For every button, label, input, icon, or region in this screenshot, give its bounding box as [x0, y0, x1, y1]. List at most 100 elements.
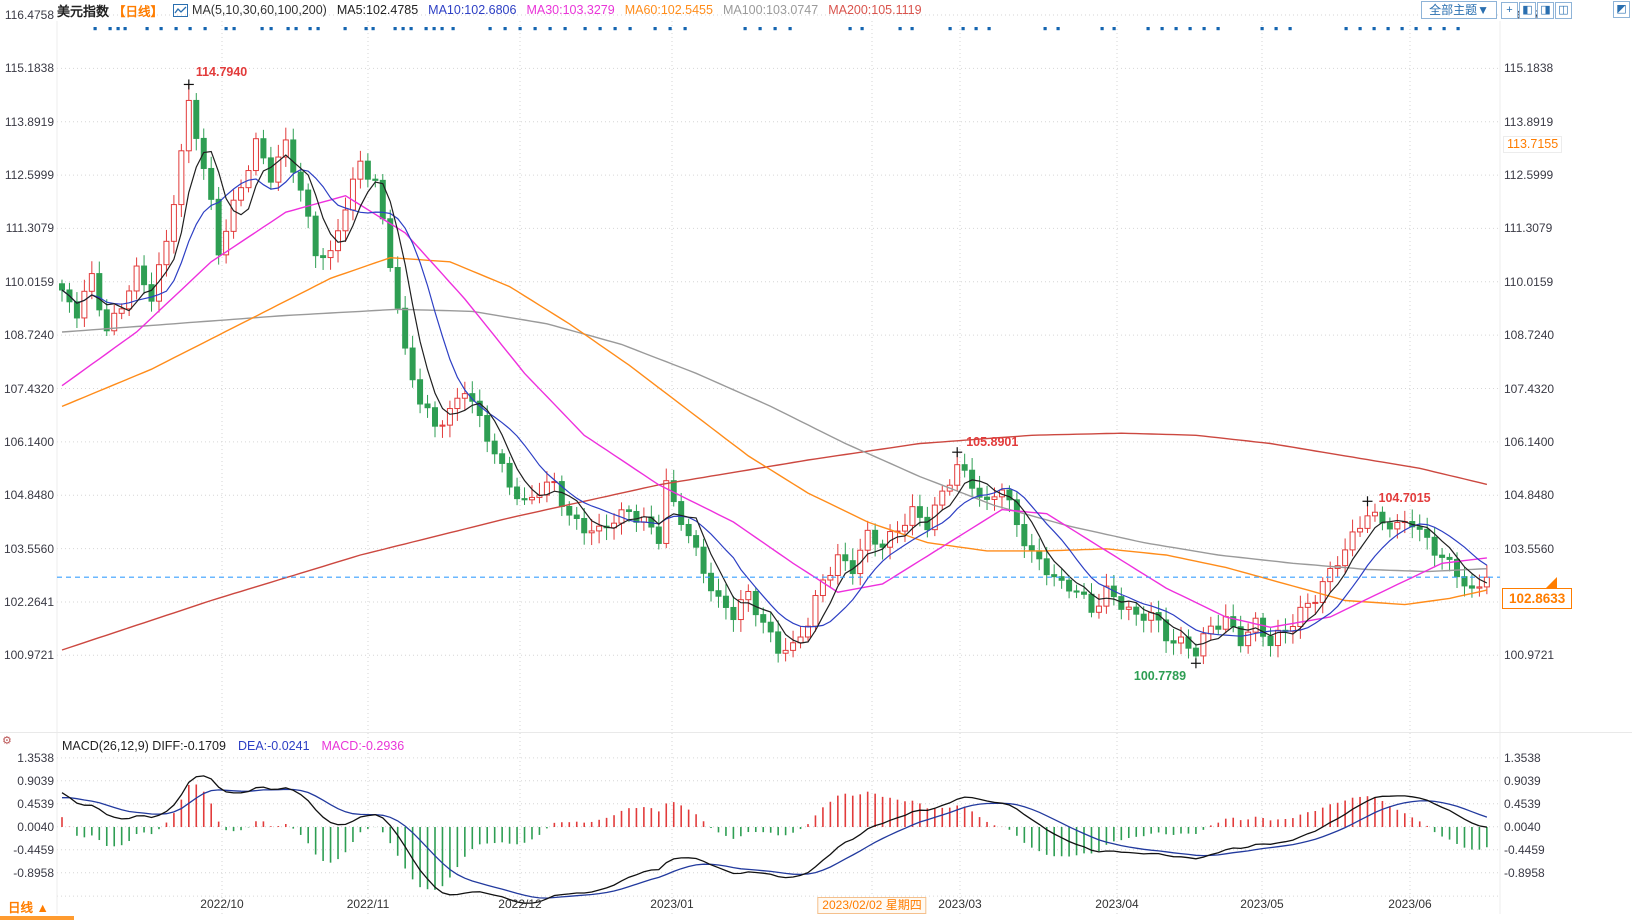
event-marker-dot[interactable]	[788, 27, 792, 31]
date-label: 2023/01	[650, 897, 694, 911]
event-marker-dot[interactable]	[1056, 27, 1060, 31]
event-marker-dot[interactable]	[773, 27, 777, 31]
macd-axis-label: -0.8958	[1504, 865, 1545, 880]
event-marker-dot[interactable]	[108, 27, 112, 31]
event-marker-dot[interactable]	[548, 27, 552, 31]
event-marker-dot[interactable]	[987, 27, 991, 31]
event-marker-dot[interactable]	[440, 27, 444, 31]
event-marker-dot[interactable]	[1428, 27, 1432, 31]
event-marker-dot[interactable]	[308, 27, 312, 31]
date-label: 2023/02/02 星期四	[817, 897, 927, 914]
event-marker-dot[interactable]	[848, 27, 852, 31]
event-marker-dot[interactable]	[518, 27, 522, 31]
dea-line	[61, 788, 1488, 899]
event-marker-dot[interactable]	[860, 27, 864, 31]
pane-right-icon[interactable]: ◨	[1537, 1, 1554, 19]
event-marker-dot[interactable]	[409, 27, 413, 31]
event-marker-dot[interactable]	[371, 27, 375, 31]
event-marker-dot[interactable]	[628, 27, 632, 31]
pane-split-icon[interactable]: ◫	[1555, 1, 1572, 19]
event-marker-dot[interactable]	[203, 27, 207, 31]
event-marker-dot[interactable]	[1146, 27, 1150, 31]
event-marker-dot[interactable]	[743, 27, 747, 31]
event-marker-dot[interactable]	[974, 27, 978, 31]
event-marker-dot[interactable]	[232, 27, 236, 31]
event-marker-dot[interactable]	[1372, 27, 1376, 31]
event-marker-dot[interactable]	[451, 27, 455, 31]
event-marker-dot[interactable]	[683, 27, 687, 31]
event-marker-dot[interactable]	[668, 27, 672, 31]
event-marker-dot[interactable]	[393, 27, 397, 31]
event-marker-dot[interactable]	[1456, 27, 1460, 31]
period-selector[interactable]: 日线 ▲	[8, 897, 49, 916]
chart-header: 美元指数 【日线】 MA(5,10,30,60,100,200) MA5:102…	[57, 1, 932, 19]
event-marker-dot[interactable]	[174, 27, 178, 31]
event-marker-dot[interactable]	[269, 27, 273, 31]
event-marker-dot[interactable]	[401, 27, 405, 31]
event-marker-dot[interactable]	[910, 27, 914, 31]
event-marker-dot[interactable]	[533, 27, 537, 31]
event-marker-dot[interactable]	[188, 27, 192, 31]
event-marker-dot[interactable]	[1386, 27, 1390, 31]
event-marker-dot[interactable]	[1188, 27, 1192, 31]
event-marker-dot[interactable]	[1260, 27, 1264, 31]
event-marker-dot[interactable]	[224, 27, 228, 31]
event-marker-dot[interactable]	[583, 27, 587, 31]
event-marker-dot[interactable]	[1043, 27, 1047, 31]
price-axis-label: 110.0159	[4, 274, 54, 289]
theme-select-button[interactable]: 全部主题▼	[1421, 1, 1497, 19]
event-marker-dot[interactable]	[1344, 27, 1348, 31]
price-axis-label: 111.3079	[1504, 221, 1553, 236]
event-marker-dot[interactable]	[948, 27, 952, 31]
event-marker-dot[interactable]	[503, 27, 507, 31]
event-marker-dot[interactable]	[961, 27, 965, 31]
event-marker-dot[interactable]	[1400, 27, 1404, 31]
event-marker-dot[interactable]	[116, 27, 120, 31]
event-marker-dot[interactable]	[145, 27, 149, 31]
event-marker-dot[interactable]	[93, 27, 97, 31]
crosshair-icon[interactable]: +	[1501, 1, 1518, 19]
collapse-panel-icon[interactable]: ◩	[1613, 1, 1630, 18]
event-marker-dot[interactable]	[1216, 27, 1220, 31]
ma-value-label: MA30:103.3279	[526, 3, 615, 17]
event-marker-dot[interactable]	[1358, 27, 1362, 31]
event-marker-dot[interactable]	[1174, 27, 1178, 31]
event-marker-dot[interactable]	[424, 27, 428, 31]
event-marker-dot[interactable]	[1202, 27, 1206, 31]
ma10-line	[61, 168, 1488, 637]
event-marker-dot[interactable]	[159, 27, 163, 31]
pane-left-icon[interactable]: ◧	[1519, 1, 1536, 19]
event-marker-dot[interactable]	[613, 27, 617, 31]
price-axis-label: 115.1838	[4, 61, 54, 76]
event-marker-dot[interactable]	[1274, 27, 1278, 31]
event-marker-dot[interactable]	[1160, 27, 1164, 31]
price-axis-label: 100.9721	[3, 648, 54, 663]
event-marker-dot[interactable]	[286, 27, 290, 31]
event-marker-dot[interactable]	[123, 27, 127, 31]
event-marker-dot[interactable]	[1414, 27, 1418, 31]
event-marker-dot[interactable]	[316, 27, 320, 31]
event-marker-dot[interactable]	[432, 27, 436, 31]
macd-axis-label: 0.4539	[17, 796, 54, 811]
event-marker-dot[interactable]	[1288, 27, 1292, 31]
macd-axis-label: 1.3538	[17, 750, 54, 765]
indicator-settings-icon[interactable]: ⚙	[2, 735, 12, 747]
event-marker-dot[interactable]	[343, 27, 347, 31]
event-marker-dot[interactable]	[898, 27, 902, 31]
event-marker-dot[interactable]	[1100, 27, 1104, 31]
event-marker-dot[interactable]	[758, 27, 762, 31]
macd-value-label: DEA:-0.0241	[237, 739, 310, 753]
price-extreme-annotation: 100.7789	[1133, 669, 1187, 684]
event-marker-dot[interactable]	[1112, 27, 1116, 31]
event-marker-dot[interactable]	[260, 27, 264, 31]
event-marker-dot[interactable]	[364, 27, 368, 31]
ma-value-label: MA60:102.5455	[624, 3, 713, 17]
event-marker-dot[interactable]	[563, 27, 567, 31]
event-marker-dot[interactable]	[653, 27, 657, 31]
event-marker-dot[interactable]	[598, 27, 602, 31]
event-marker-dot[interactable]	[1442, 27, 1446, 31]
event-marker-dot[interactable]	[294, 27, 298, 31]
event-marker-dot[interactable]	[488, 27, 492, 31]
price-axis-label: 107.4320	[1504, 381, 1555, 396]
